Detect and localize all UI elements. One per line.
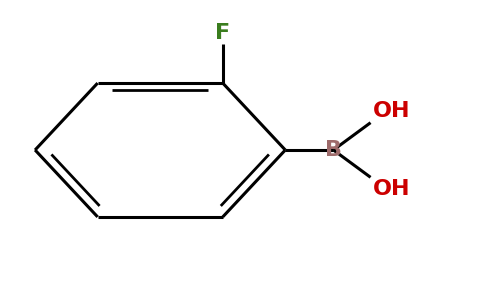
- Text: OH: OH: [373, 179, 410, 199]
- Text: B: B: [325, 140, 342, 160]
- Text: F: F: [215, 23, 230, 43]
- Text: OH: OH: [373, 101, 410, 121]
